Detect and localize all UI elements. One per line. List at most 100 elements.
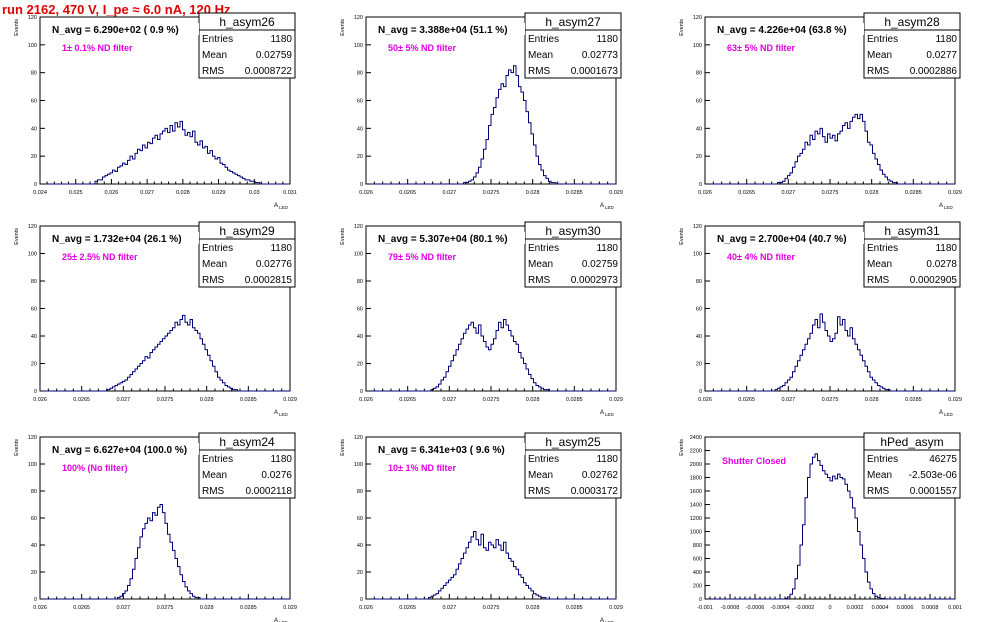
y-tick-label: 120: [354, 224, 363, 230]
filter-note: 40± 4% ND filter: [727, 252, 795, 262]
stats-value: 0.0008722: [245, 66, 293, 77]
y-tick-label: 80: [696, 71, 702, 77]
x-tick-label: 0.0008: [922, 605, 939, 611]
navg-label: N_avg = 5.307e+04 (80.1 %): [378, 234, 508, 245]
navg-label: N_avg = 2.700e+04 (40.7 %): [717, 234, 847, 245]
x-tick-label: 0.029: [948, 190, 962, 196]
y-axis-label: Events: [679, 19, 685, 36]
stats-value: 1180: [596, 454, 618, 465]
y-tick-label: 40: [31, 543, 37, 549]
stats-label: Entries: [867, 34, 898, 45]
y-tick-label: 20: [357, 154, 363, 160]
x-axis-label-subscript: LED: [605, 620, 615, 622]
x-tick-label: 0.026: [698, 190, 712, 196]
stats-box: [524, 29, 622, 79]
y-tick-label: 60: [357, 99, 363, 105]
stats-label: RMS: [528, 486, 551, 497]
y-tick-label: 120: [28, 224, 37, 230]
filter-note: 50± 5% ND filter: [388, 43, 456, 53]
y-tick-label: 0: [34, 182, 37, 188]
x-tick-label: 0.03: [249, 190, 260, 196]
x-tick-label: 0.029: [212, 190, 226, 196]
y-tick-label: 120: [693, 224, 702, 230]
y-tick-label: 60: [357, 516, 363, 522]
x-tick-label: 0.028: [200, 605, 214, 611]
stats-title: hPed_asym: [880, 435, 943, 449]
x-tick-label: 0.028: [176, 190, 190, 196]
stats-label: Entries: [867, 454, 898, 465]
x-tick-label: 0.027: [116, 397, 130, 403]
x-tick-label: 0.027: [116, 605, 130, 611]
x-tick-label: 0.027: [442, 190, 456, 196]
navg-box: [369, 443, 525, 455]
y-tick-label: 1600: [690, 489, 702, 495]
y-tick-label: 200: [693, 584, 702, 590]
filter-note: 10± 1% ND filter: [388, 463, 456, 473]
stats-label: RMS: [867, 486, 890, 497]
stats-title: h_asym29: [219, 224, 275, 238]
y-tick-label: 80: [31, 279, 37, 285]
x-tick-label: 0.0285: [905, 397, 922, 403]
histogram-line: [705, 313, 955, 392]
x-tick-label: 0.0275: [483, 397, 500, 403]
stats-value: 0.0277: [926, 50, 957, 61]
x-axis-label: A: [939, 410, 943, 416]
x-tick-label: 0.028: [865, 190, 879, 196]
x-tick-label: 0.028: [865, 397, 879, 403]
histogram-line: [705, 113, 955, 185]
navg-label: N_avg = 6.290e+02 ( 0.9 %): [52, 25, 179, 36]
stats-title: h_asym28: [884, 15, 940, 29]
navg-box: [43, 443, 199, 455]
y-tick-label: 100: [354, 252, 363, 258]
y-tick-label: 2200: [690, 449, 702, 455]
x-tick-label: -0.001: [697, 605, 713, 611]
x-axis-label-subscript: LED: [279, 205, 289, 210]
x-tick-label: 0.026: [33, 397, 47, 403]
y-tick-label: 400: [693, 570, 702, 576]
y-tick-label: 20: [31, 154, 37, 160]
y-tick-label: 120: [354, 435, 363, 441]
histogram-line: [40, 314, 290, 392]
navg-label: N_avg = 6.627e+04 (100.0 %): [52, 445, 187, 456]
x-tick-label: 0.0275: [483, 190, 500, 196]
y-tick-label: 100: [28, 462, 37, 468]
x-tick-label: 0.0275: [822, 190, 839, 196]
x-tick-label: 0.031: [283, 190, 297, 196]
y-tick-label: 60: [696, 307, 702, 313]
x-tick-label: 0.026: [359, 397, 373, 403]
histogram-panel-h_asym29: 0.026 0.0265 0.027 0.0275 0.028 0.0285 0.029 0 2…: [14, 221, 297, 417]
stats-box: [863, 238, 961, 288]
stats-label: Mean: [528, 50, 553, 61]
y-tick-label: 2000: [690, 462, 702, 468]
stats-label: Mean: [528, 470, 553, 481]
y-tick-label: 40: [31, 334, 37, 340]
x-tick-label: 0.0265: [399, 605, 416, 611]
y-tick-label: 1200: [690, 516, 702, 522]
x-tick-label: 0.027: [781, 190, 795, 196]
y-tick-label: 20: [696, 362, 702, 368]
x-tick-label: -0.0008: [721, 605, 740, 611]
y-tick-label: 0: [699, 389, 702, 395]
histogram-line: [40, 120, 290, 185]
x-tick-label: 0.0285: [240, 605, 257, 611]
stats-value: 1180: [596, 243, 618, 254]
x-tick-label: 0.0265: [73, 397, 90, 403]
stats-box: [863, 29, 961, 79]
x-tick-label: 0.0265: [399, 397, 416, 403]
x-tick-label: 0.001: [948, 605, 962, 611]
y-tick-label: 120: [693, 15, 702, 21]
x-tick-label: 0.028: [526, 190, 540, 196]
x-tick-label: 0.0002: [847, 605, 864, 611]
x-tick-label: -0.0002: [796, 605, 815, 611]
filter-note: 100% (No filter): [62, 463, 128, 473]
stats-box: [198, 238, 296, 288]
x-tick-label: 0.0285: [566, 397, 583, 403]
x-axis-label-subscript: LED: [944, 205, 954, 210]
x-tick-label: 0.0004: [872, 605, 889, 611]
x-tick-label: 0.0265: [738, 190, 755, 196]
x-tick-label: 0.0275: [157, 605, 174, 611]
x-tick-label: 0.027: [442, 397, 456, 403]
x-axis-label-subscript: LED: [944, 412, 954, 417]
stats-label: Mean: [202, 50, 227, 61]
